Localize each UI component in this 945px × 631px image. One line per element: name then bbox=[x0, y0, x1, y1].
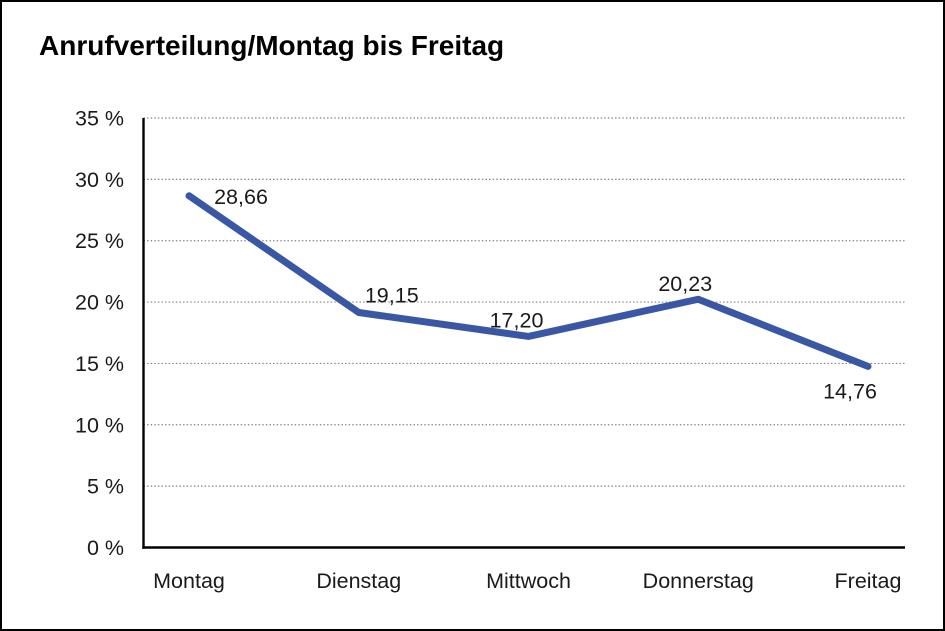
y-tick-label: 20 % bbox=[75, 291, 124, 315]
data-point-label: 14,76 bbox=[823, 379, 877, 403]
y-tick-label: 25 % bbox=[75, 229, 124, 253]
data-line bbox=[185, 192, 872, 370]
x-category-label: Donnerstag bbox=[643, 569, 754, 593]
data-point-label: 19,15 bbox=[365, 284, 419, 308]
y-tick-label: 0 % bbox=[87, 536, 124, 560]
x-category-label: Dienstag bbox=[316, 569, 401, 593]
x-category-label: Montag bbox=[153, 569, 225, 593]
data-point-label: 20,23 bbox=[658, 272, 712, 296]
y-tick-label: 5 % bbox=[87, 475, 124, 499]
chart-title: Anrufverteilung/Montag bis Freitag bbox=[39, 30, 505, 61]
y-tick-label: 30 % bbox=[75, 168, 124, 192]
data-point-label: 28,66 bbox=[214, 185, 268, 209]
y-tick-label: 10 % bbox=[75, 413, 124, 437]
x-category-label: Mittwoch bbox=[486, 569, 571, 593]
y-tick-label: 35 % bbox=[75, 107, 124, 131]
data-point-label: 17,20 bbox=[490, 308, 544, 332]
y-tick-label: 15 % bbox=[75, 352, 124, 376]
x-category-label: Freitag bbox=[835, 569, 902, 593]
